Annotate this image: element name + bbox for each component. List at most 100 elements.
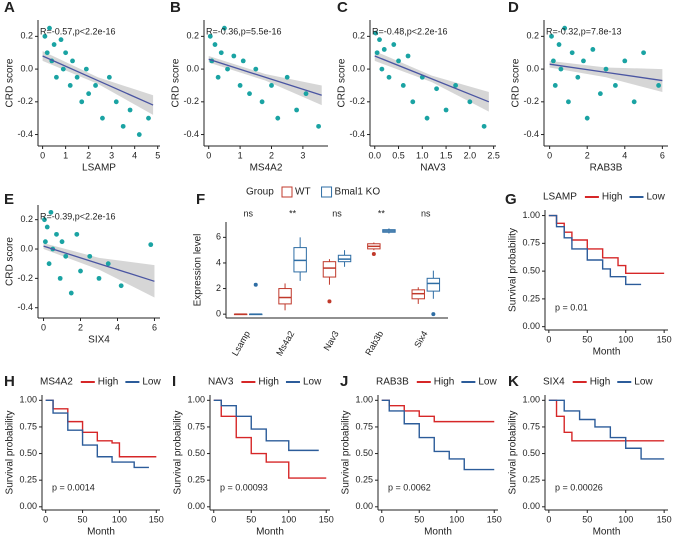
- y-tick-label: 0.25: [187, 475, 205, 485]
- y-tick-label: -0.2: [523, 96, 539, 106]
- x-tick-label: 1: [238, 150, 243, 160]
- point: [218, 50, 224, 56]
- y-tick-label: 0.25: [355, 475, 373, 485]
- point: [434, 86, 439, 92]
- y-tick-label: 0.0: [186, 63, 199, 73]
- point: [63, 50, 69, 56]
- y-tick-label: 1.00: [522, 395, 540, 405]
- x-tick-label: 0: [546, 514, 551, 524]
- point: [603, 66, 609, 72]
- y-tick-label: 1.00: [355, 395, 373, 405]
- point: [597, 91, 603, 97]
- survival-curve: [381, 399, 495, 471]
- point: [44, 50, 50, 56]
- panel-letter: C: [337, 0, 348, 16]
- y-tick-label: 0.75: [187, 421, 205, 431]
- point: [44, 224, 50, 230]
- x-tick-label: 0.0: [368, 150, 381, 160]
- box: [322, 261, 337, 278]
- point: [120, 123, 126, 129]
- legend-title: NAV3: [208, 377, 234, 388]
- legend-title: RAB3B: [376, 377, 409, 388]
- point: [443, 107, 449, 113]
- point: [374, 50, 380, 56]
- y-tick-label: 0.00: [187, 501, 205, 511]
- legend-title: LSAMP: [543, 192, 577, 203]
- point: [96, 275, 102, 281]
- y-axis-label: Expression level: [193, 234, 204, 307]
- point: [42, 33, 48, 39]
- y-tick-label: 0.50: [19, 448, 37, 458]
- point: [83, 66, 89, 72]
- y-tick-label: 0.50: [355, 448, 373, 458]
- point: [453, 83, 458, 88]
- point: [558, 66, 564, 72]
- point: [222, 25, 227, 31]
- point: [118, 283, 124, 289]
- x-tick-label: Nav3: [322, 329, 341, 352]
- y-tick-label: 1.00: [19, 395, 37, 405]
- point: [58, 37, 64, 43]
- x-tick-label: 50: [582, 334, 592, 344]
- point: [46, 261, 52, 267]
- point: [59, 239, 65, 245]
- confidence-band: [42, 51, 154, 115]
- survival-curve: [45, 399, 157, 458]
- x-tick-label: 0.5: [392, 150, 405, 160]
- legend-key: [281, 186, 293, 198]
- legend-label: High: [590, 377, 611, 388]
- y-tick-label: 0: [216, 309, 221, 319]
- x-tick-label: 1.5: [440, 150, 453, 160]
- survival-curve: [548, 214, 642, 286]
- annotation: R=-0.36,p=5.5e-16: [206, 26, 282, 36]
- point: [612, 83, 618, 88]
- y-tick-label: 2: [216, 283, 221, 293]
- x-tick-label: 0: [379, 514, 384, 524]
- significance: ns: [243, 208, 253, 218]
- x-axis-label: Month: [424, 527, 452, 538]
- point: [48, 209, 54, 215]
- y-axis-label: CRD score: [171, 58, 182, 107]
- confidence-band: [43, 243, 155, 298]
- legend-label: Low: [646, 192, 665, 203]
- legend-label: Low: [634, 377, 653, 388]
- x-tick-label: 0: [40, 150, 45, 160]
- point: [622, 58, 628, 64]
- x-axis-label: LSAMP: [82, 163, 116, 174]
- legend-label: WT: [295, 187, 311, 198]
- point: [47, 25, 52, 31]
- confidence-band: [549, 60, 663, 92]
- x-tick-label: 150: [319, 514, 334, 524]
- annotation: p = 0.00093: [220, 482, 268, 492]
- y-tick-label: 0.50: [187, 448, 205, 458]
- y-tick-label: 0.0: [20, 243, 33, 253]
- point: [581, 58, 586, 64]
- y-axis-label: Survival probability: [508, 411, 519, 495]
- x-tick-label: 2: [86, 150, 91, 160]
- point: [146, 115, 151, 121]
- y-tick-label: -0.2: [17, 273, 33, 283]
- point: [316, 123, 321, 129]
- point: [79, 99, 85, 105]
- y-tick-label: -0.4: [523, 129, 539, 139]
- y-tick-label: 6: [216, 232, 221, 242]
- outlier: [253, 282, 258, 287]
- panel-letter: F: [196, 191, 205, 208]
- y-tick-label: 0.00: [522, 321, 540, 331]
- x-axis-label: Month: [593, 527, 621, 538]
- point: [60, 66, 66, 72]
- annotation: p = 0.0062: [388, 482, 431, 492]
- point: [552, 83, 558, 88]
- point: [549, 33, 554, 39]
- confidence-band: [374, 51, 489, 112]
- x-axis-label: SIX4: [88, 335, 110, 346]
- trend-line: [549, 63, 663, 82]
- annotation: R=-0.48,p<2.2e-16: [372, 26, 448, 36]
- y-tick-label: 1.00: [522, 210, 540, 220]
- point: [259, 99, 265, 105]
- y-tick-label: 0.2: [20, 31, 33, 41]
- point: [57, 275, 63, 281]
- panel-letter: J: [340, 373, 348, 390]
- y-tick-label: 4: [216, 257, 221, 267]
- x-tick-label: 3: [109, 150, 114, 160]
